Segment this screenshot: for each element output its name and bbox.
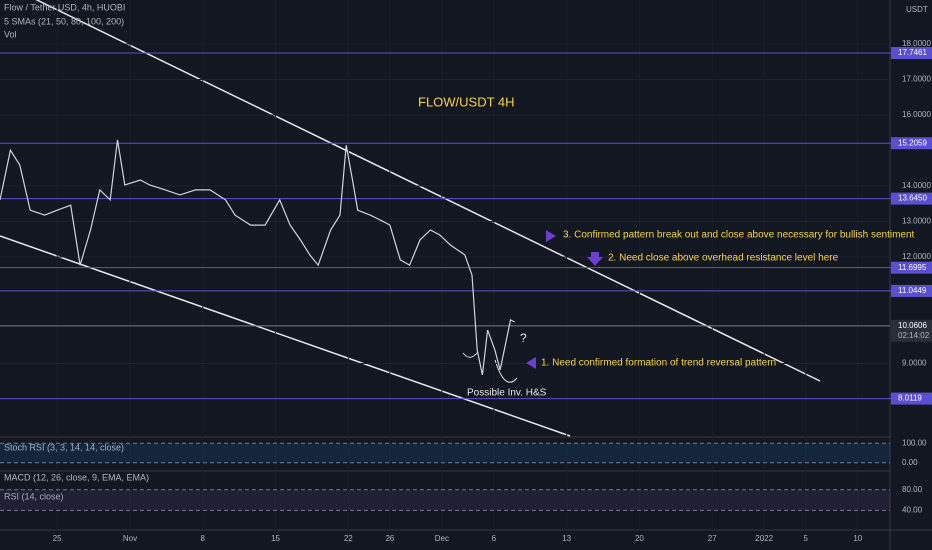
arrow [587,252,603,266]
indicator-band [0,489,890,511]
x-tick-label: 5 [804,534,809,543]
level-label: 13.6450 [898,194,927,203]
x-tick-label: 22 [344,534,353,543]
x-tick-label: 15 [271,534,280,543]
annotation: 3. Confirmed pattern break out and close… [563,230,915,241]
indicator-band [0,443,890,463]
level-badge [891,47,932,60]
x-tick-label: 20 [635,534,644,543]
price-axis-area [890,0,932,550]
y-tick-label: 80.00 [902,485,923,494]
y-tick-label: 13.0000 [902,217,931,226]
chart-title: FLOW/USDT 4H [418,94,515,109]
y-tick-label: 40.00 [902,505,923,514]
pattern-sketch [462,351,518,383]
indicator-label: RSI (14, close) [4,491,64,501]
indicator-label: 5 SMAs (21, 50, 80, 100, 200) [4,16,124,26]
level-label: 11.6995 [898,263,927,272]
level-badge [891,261,932,274]
y-tick-label: 100.00 [902,438,927,447]
arrow [546,230,556,242]
level-badge [891,284,932,297]
level-label: 11.0449 [898,286,927,295]
x-tick-label: 2022 [755,534,773,543]
y-tick-label: 0.00 [902,458,918,467]
x-tick-label: 10 [853,534,862,543]
volume-label: Vol [4,29,17,39]
x-tick-label: 27 [708,534,717,543]
x-tick-label: 8 [201,534,206,543]
x-tick-label: Nov [123,534,137,543]
last-price-label: 10.0606 [898,321,927,330]
trend-line [0,235,571,437]
y-tick-label: 17.0000 [902,75,931,84]
level-badge [891,137,932,150]
level-label: 8.0119 [898,394,922,403]
y-tick-label: 18.0000 [902,39,931,48]
level-label: 17.7461 [898,48,927,57]
x-tick-label: 25 [53,534,62,543]
countdown: 02:14:02 [898,331,930,340]
x-tick-label: 13 [562,534,571,543]
annotation: Possible Inv. H&S [467,388,547,399]
x-tick-label: Dec [435,534,449,543]
x-tick-label: 26 [385,534,394,543]
series-title: Flow / Tether USD, 4h, HUOBI [4,2,125,12]
y-tick-label: 16.0000 [902,110,931,119]
last-price-badge [891,319,932,342]
x-tick-label: 6 [492,534,497,543]
indicator-label: MACD (12, 26, close, 9, EMA, EMA) [4,472,149,482]
price-line [0,139,515,376]
level-label: 15.2059 [898,138,927,147]
y-tick-label: 9.0000 [902,359,927,368]
plot-area [0,43,890,365]
indicator-label: Stoch RSI (3, 3, 14, 14, close) [4,442,124,452]
trend-line [35,0,821,382]
y-tick-label: 12.0000 [902,252,931,261]
arrow [526,357,536,369]
annotation: 2. Need close above overhead resistance … [608,253,839,264]
annotation: 1. Need confirmed formation of trend rev… [541,358,776,369]
level-badge [891,192,932,205]
y-tick-label: 14.0000 [902,181,931,190]
level-badge [891,392,932,405]
annotation: ? [520,331,527,345]
currency-label: USDT [906,5,928,14]
